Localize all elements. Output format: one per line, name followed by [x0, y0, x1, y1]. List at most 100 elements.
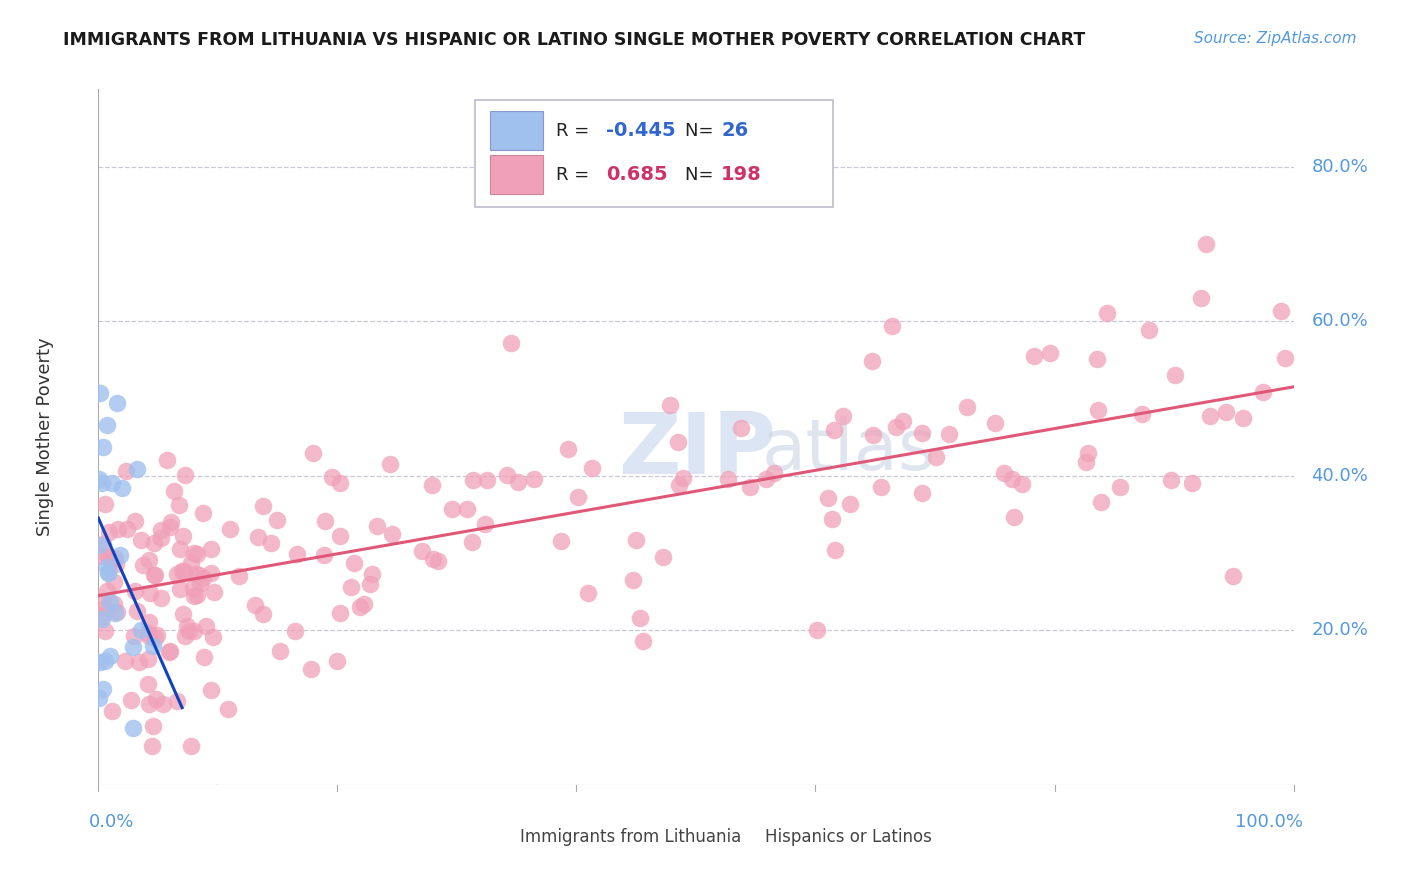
Point: [496, 467, 519, 482]
Point: [284, 624, 307, 639]
Point: [90, 612, 112, 626]
Point: [89, 655, 111, 669]
Point: [179, 624, 201, 638]
Point: [266, 512, 288, 526]
Point: [621, 573, 644, 587]
Point: [321, 470, 343, 484]
Point: [183, 624, 205, 639]
Point: [159, 644, 181, 658]
Point: [87, 537, 110, 551]
Point: [839, 497, 862, 511]
Point: [246, 530, 269, 544]
Text: Source: ZipAtlas.com: Source: ZipAtlas.com: [1194, 31, 1357, 46]
Point: [893, 414, 915, 428]
Point: [97, 550, 120, 565]
Text: atlas: atlas: [762, 417, 936, 485]
Point: [111, 481, 134, 495]
Point: [142, 639, 165, 653]
Point: [136, 652, 159, 666]
Point: [121, 721, 143, 735]
Point: [132, 558, 155, 572]
Point: [163, 483, 186, 498]
Point: [138, 698, 160, 712]
Point: [343, 556, 366, 570]
Point: [101, 704, 124, 718]
Point: [1074, 455, 1097, 469]
Text: 20.0%: 20.0%: [1312, 622, 1368, 640]
Point: [763, 466, 786, 480]
Point: [200, 566, 222, 580]
Point: [314, 514, 336, 528]
Point: [1039, 346, 1062, 360]
Point: [755, 472, 778, 486]
Point: [993, 466, 1015, 480]
Text: 60.0%: 60.0%: [1312, 312, 1368, 330]
Point: [817, 491, 839, 505]
Point: [557, 442, 579, 456]
Point: [200, 683, 222, 698]
Point: [166, 694, 188, 708]
Point: [149, 591, 172, 605]
Text: R =: R =: [557, 122, 595, 140]
Point: [188, 568, 211, 582]
Point: [1181, 476, 1204, 491]
Point: [103, 575, 125, 590]
Point: [302, 446, 325, 460]
Point: [90, 610, 112, 624]
Point: [87, 594, 110, 608]
Point: [98, 549, 121, 564]
Point: [115, 464, 138, 478]
Point: [103, 597, 125, 611]
Point: [832, 409, 855, 423]
Point: [325, 654, 347, 668]
Point: [626, 533, 648, 547]
Point: [122, 640, 145, 655]
Point: [666, 435, 689, 450]
Point: [174, 468, 197, 483]
Point: [312, 548, 335, 562]
Point: [136, 626, 159, 640]
Point: [166, 566, 188, 581]
Point: [955, 400, 977, 414]
Point: [717, 473, 740, 487]
Point: [821, 512, 844, 526]
Text: 198: 198: [721, 165, 762, 185]
Point: [142, 719, 165, 733]
Point: [1077, 446, 1099, 460]
Point: [103, 553, 125, 567]
Point: [1253, 384, 1275, 399]
Point: [174, 629, 197, 643]
Point: [880, 318, 903, 333]
FancyBboxPatch shape: [491, 112, 543, 151]
Point: [1215, 405, 1237, 419]
Point: [567, 490, 589, 504]
Point: [456, 502, 478, 516]
Point: [1137, 322, 1160, 336]
Point: [228, 569, 250, 583]
Point: [366, 518, 388, 533]
Point: [91, 681, 114, 696]
Point: [426, 554, 449, 568]
Point: [169, 582, 191, 596]
Point: [124, 514, 146, 528]
Point: [173, 565, 195, 579]
Point: [1090, 495, 1112, 509]
Point: [89, 549, 111, 564]
Point: [97, 565, 120, 579]
Point: [169, 541, 191, 556]
Point: [138, 586, 160, 600]
Point: [172, 607, 194, 621]
Point: [98, 648, 121, 663]
Point: [96, 417, 118, 432]
Point: [738, 480, 761, 494]
Text: R =: R =: [557, 166, 600, 184]
Point: [422, 551, 444, 566]
Point: [176, 619, 198, 633]
Point: [200, 541, 222, 556]
Point: [1087, 351, 1109, 366]
FancyBboxPatch shape: [472, 823, 516, 854]
Point: [193, 570, 215, 584]
Point: [576, 586, 599, 600]
Point: [129, 533, 152, 547]
Point: [193, 649, 215, 664]
